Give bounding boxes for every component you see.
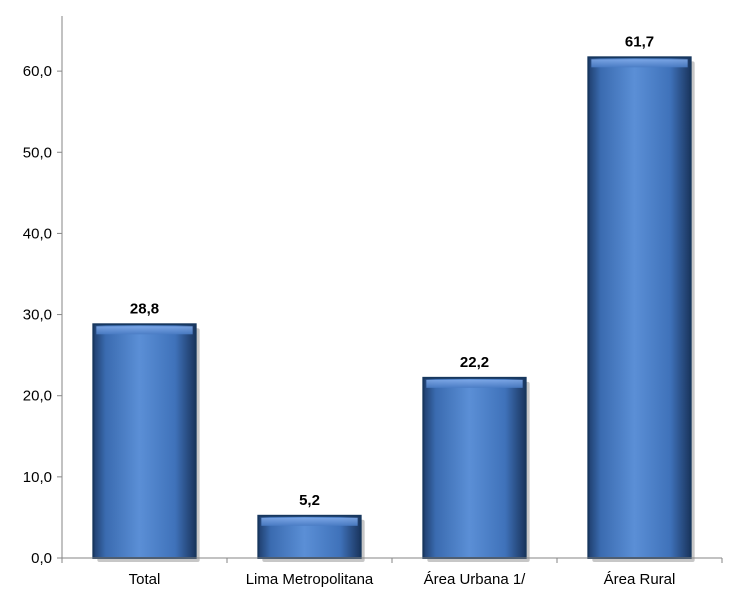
category-label: Área Rural — [604, 571, 676, 588]
category-label: Lima Metropolitana — [246, 571, 374, 588]
y-tick-label: 20,0 — [23, 388, 52, 405]
bar-cap — [96, 326, 193, 335]
axes — [57, 16, 723, 563]
y-tick-label: 60,0 — [23, 63, 52, 80]
data-label: 61,7 — [625, 33, 654, 50]
bars — [92, 56, 692, 559]
category-label: Área Urbana 1/ — [424, 571, 527, 588]
bar-cap — [591, 59, 688, 68]
labels: 0,0 10,0 20,0 30,0 40,0 50,0 60,0 28,8 Total 5,2 L… — [23, 33, 676, 588]
data-label: 28,8 — [130, 300, 159, 317]
bar — [587, 56, 692, 559]
data-label: 22,2 — [460, 354, 489, 371]
bar-cap — [261, 517, 358, 526]
y-tick-label: 10,0 — [23, 469, 52, 486]
y-tick-label: 30,0 — [23, 307, 52, 324]
bar-cap — [426, 379, 523, 388]
category-label: Total — [129, 571, 161, 588]
y-tick-label: 50,0 — [23, 144, 52, 161]
bar — [422, 376, 527, 559]
y-tick-label: 0,0 — [31, 550, 52, 567]
y-tick-label: 40,0 — [23, 225, 52, 242]
data-label: 5,2 — [299, 492, 320, 509]
bar — [92, 323, 197, 559]
